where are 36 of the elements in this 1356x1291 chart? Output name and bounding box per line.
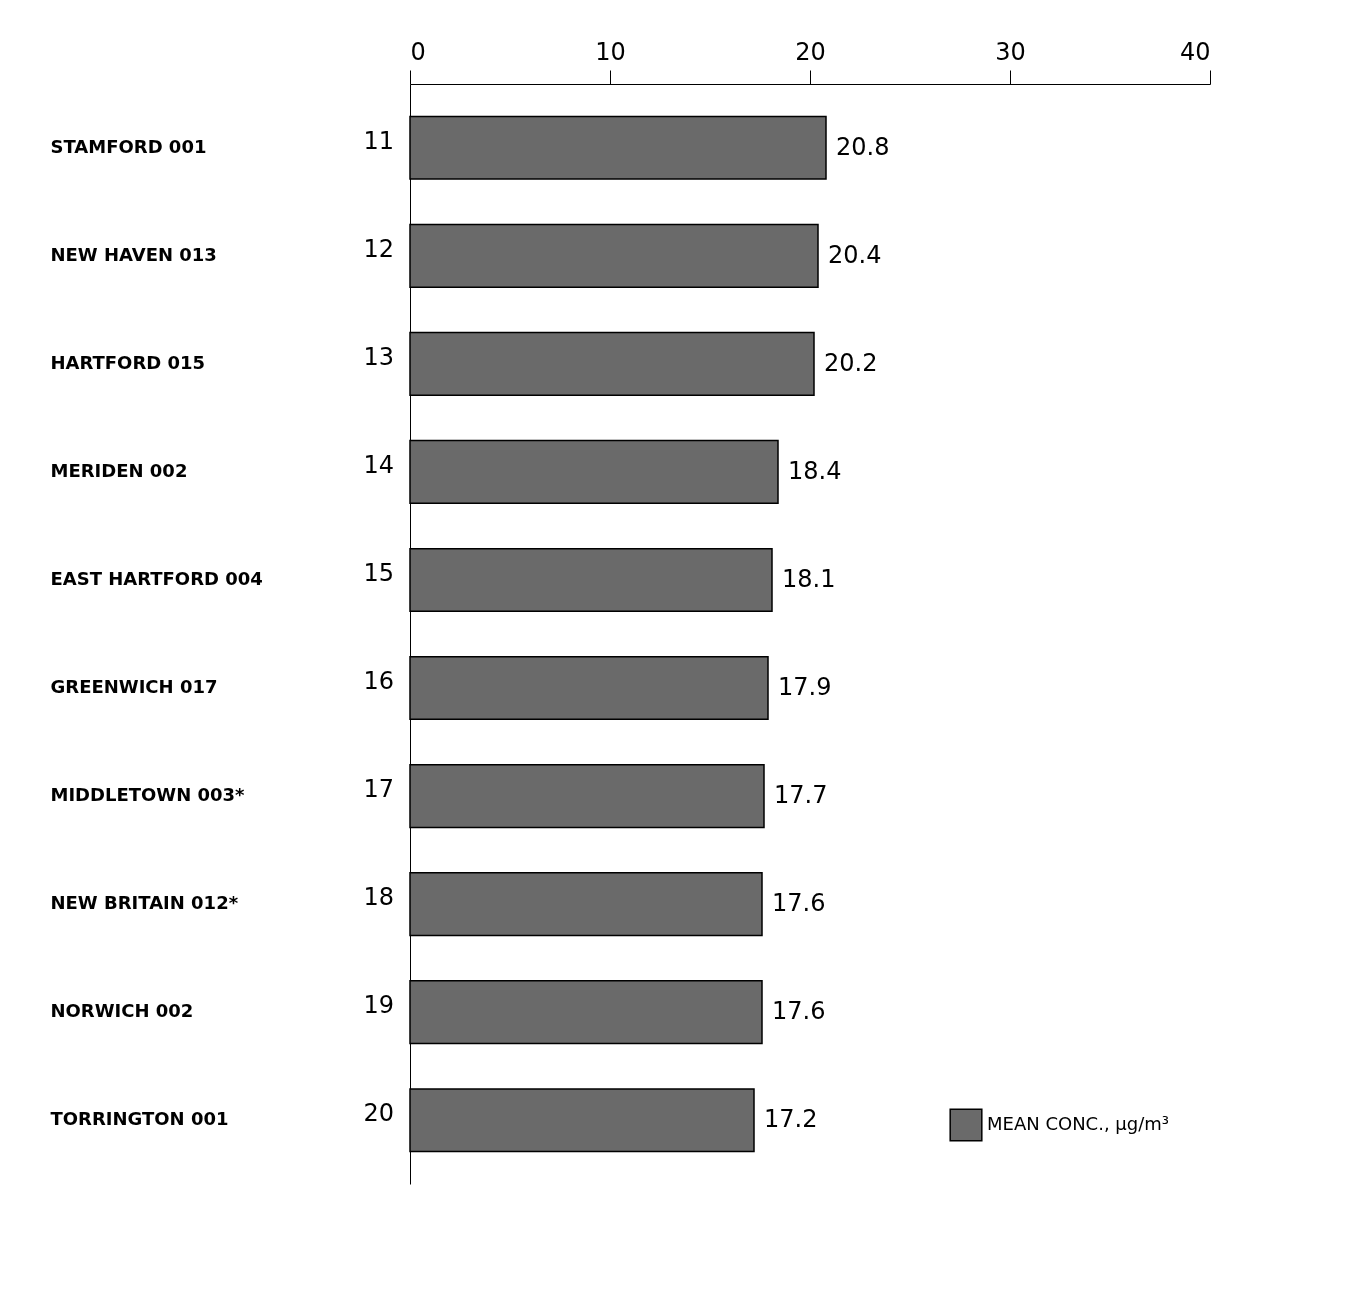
text: 16 [363,667,394,696]
data-label: 17.2 [764,1105,818,1134]
x-tick-label: 0 [410,37,426,66]
y-tick-label: NORWICH 002 [50,1000,194,1022]
y-tick-label: MIDDLETOWN 003* [50,784,246,806]
legend-label: MEAN CONC., µg/m³ [987,1113,1170,1134]
y-tick-label: NEW BRITAIN 012* [50,892,239,914]
data-label: 18.4 [788,456,842,485]
y-tick-label: GREENWICH 017 [50,676,218,698]
data-label: 20.2 [824,348,878,377]
text: 20 [363,1099,394,1128]
y-tick-label: HARTFORD 015 [50,351,206,373]
text: 14 [363,450,394,479]
y-tick-label: EAST HARTFORD 004 [50,567,263,589]
text: 13 [363,342,394,371]
data-label: 18.1 [782,564,836,593]
x-tick-label: 20 [795,37,826,66]
data-label: 20.4 [828,240,882,269]
x-tick-label: 30 [995,37,1026,66]
y-tick-label: STAMFORD 001 [50,135,207,157]
y-tick-label: TORRINGTON 001 [50,1108,229,1130]
x-tick-label: 40 [1179,37,1211,66]
text: 19 [363,991,394,1020]
text: 18 [363,883,394,912]
x-tick-label: 10 [595,37,626,66]
y-tick-label: MERIDEN 002 [50,459,188,481]
text: 11 [363,126,394,155]
data-label: 17.9 [778,673,832,702]
text: 15 [363,558,394,587]
y-tick-label: NEW HAVEN 013 [50,243,217,265]
text: 12 [363,234,394,263]
data-label: 17.6 [772,997,826,1026]
data-label: 20.8 [836,132,890,161]
text: 17 [363,775,394,804]
data-label: 17.6 [772,889,826,918]
data-label: 17.7 [774,781,828,810]
